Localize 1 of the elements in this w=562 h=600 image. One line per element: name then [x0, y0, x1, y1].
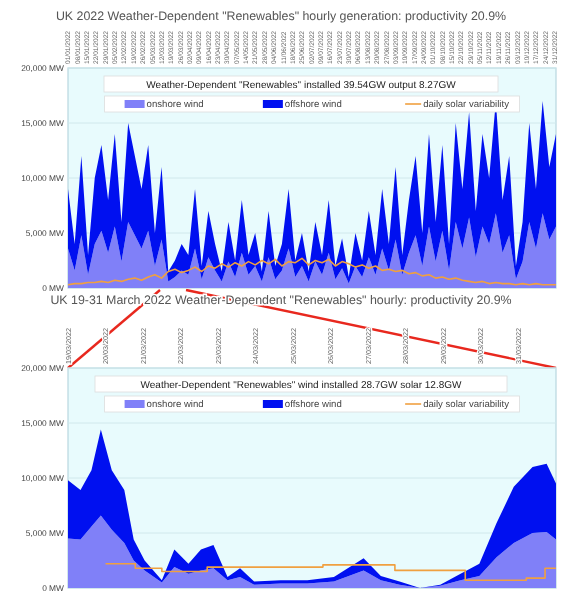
line-series: [67, 257, 557, 286]
